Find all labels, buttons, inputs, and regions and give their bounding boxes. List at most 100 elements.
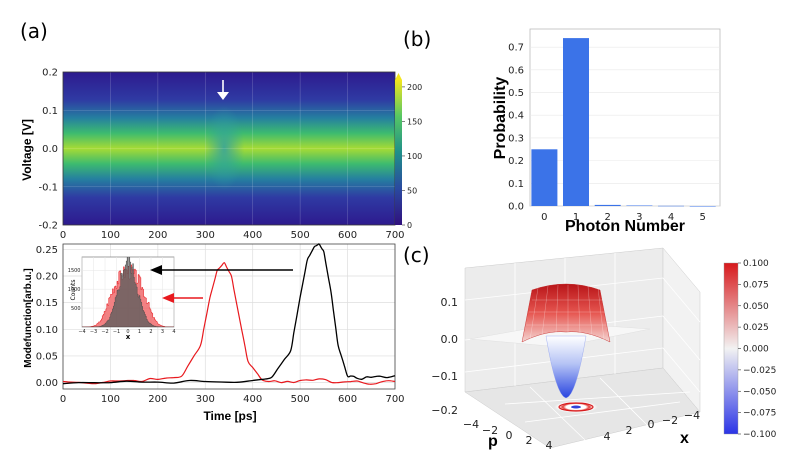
surface-p-tick: 4 xyxy=(546,439,553,452)
line-x-tick: 0 xyxy=(60,394,66,405)
floor-projection-inner xyxy=(558,402,594,412)
surface-colorbar xyxy=(723,262,739,435)
heatmap-y-tick: -0.1 xyxy=(38,182,58,193)
bwr-tick-label: 0.000 xyxy=(743,345,769,355)
bwr-tick-label: 0.025 xyxy=(743,323,769,333)
surface-x-label: x xyxy=(680,430,689,447)
line-ylabel: Modefunction[arb.u.] xyxy=(23,268,34,367)
line-y-tick: 0.15 xyxy=(36,298,58,309)
heatmap-x-tick: 600 xyxy=(338,230,357,241)
surface-x-ticks: 4 2 0 −2 −4 xyxy=(604,409,701,443)
line-y-tick: 0.20 xyxy=(36,271,58,282)
inset-x-tick: −4 xyxy=(78,329,85,335)
heatmap-y-tick: 0.1 xyxy=(42,106,58,117)
colorbar-extend-triangle xyxy=(395,73,402,80)
surface-negative-dip xyxy=(545,335,587,399)
heatmap-x-tick: 200 xyxy=(148,230,167,241)
colorbar-tick-label: 150 xyxy=(407,117,422,126)
line-y-tick: 0.00 xyxy=(36,378,58,389)
panel-label-c: (c) xyxy=(403,243,430,267)
heatmap-x-tick: 700 xyxy=(385,230,404,241)
heatmap-pulse-region xyxy=(204,106,245,190)
bar-y-tick: 0.1 xyxy=(508,179,524,190)
mode-function-panel: 0.25 0.20 0.15 0.10 0.05 0.00 0 100 200 300 400 50… xyxy=(23,243,405,423)
bwr-tick-label: 0.050 xyxy=(743,302,769,312)
bar-y-tick: 0.7 xyxy=(508,43,524,54)
inset-x-tick: −2 xyxy=(101,329,108,335)
surface-p-tick: 0 xyxy=(506,429,513,442)
bwr-tick-label: −0.075 xyxy=(743,409,776,419)
inset-x-tick: −1 xyxy=(113,329,120,335)
colorbar-tick-label: 0 xyxy=(407,221,412,230)
surface-x-tick: −4 xyxy=(684,409,700,422)
bar-y-tick: 0.4 xyxy=(508,111,524,122)
bar-0 xyxy=(531,149,558,206)
surface-p-ticks: −4 −2 0 2 4 xyxy=(463,418,553,452)
surface-positive-ring xyxy=(521,283,611,343)
colorbar-tick-label: 200 xyxy=(407,83,422,92)
bwr-tick-label: 0.075 xyxy=(743,280,769,290)
surface-p-tick: 2 xyxy=(526,434,533,447)
inset-ylabel: Counts xyxy=(70,280,77,301)
heatmap-x-tick: 500 xyxy=(291,230,310,241)
line-y-tick: 0.25 xyxy=(36,245,58,256)
bar-y-tick: 0.2 xyxy=(508,156,524,167)
heatmap-x-tick: 0 xyxy=(60,230,66,241)
bar-y-ticks: 0.7 0.6 0.5 0.4 0.3 0.2 0.1 0.0 xyxy=(508,43,524,213)
red-arrow xyxy=(162,293,203,303)
line-x-tick: 200 xyxy=(148,394,167,405)
black-arrow xyxy=(150,265,293,275)
wigner-surface-panel: 0.10.0−0.1−0.2 −4 −2 0 2 4 4 2 0 −2 −4 p x 0.100… xyxy=(431,247,777,452)
bar-x-tick: 1 xyxy=(573,212,579,223)
floor-projection-center xyxy=(571,405,581,409)
inset-x-tick: 4 xyxy=(172,329,175,335)
inset-xlabel: x xyxy=(126,333,131,341)
inset-y-ticks: 1500 1000 500 xyxy=(68,268,81,312)
inset-hist-grey xyxy=(82,257,174,327)
bar-x-tick: 2 xyxy=(604,212,610,223)
surface-z-tick: −0.2 xyxy=(431,404,458,417)
bar-x-tick: 0 xyxy=(541,212,547,223)
heatmap-y-tick: 0.0 xyxy=(42,144,58,155)
surface-z-tick: −0.1 xyxy=(431,370,458,383)
surface-p-tick: −2 xyxy=(482,424,498,437)
bar-y-tick: 0.0 xyxy=(508,202,524,213)
heatmap-y-ticks: 0.2 0.1 0.0 -0.1 -0.2 xyxy=(38,68,58,232)
line-x-tick: 600 xyxy=(338,394,357,405)
bar-x-ticks: 0 1 2 3 4 5 xyxy=(541,212,706,223)
inset-x-tick: 0 xyxy=(126,329,129,335)
panel-label-b: (b) xyxy=(403,27,431,51)
bar-ylabel: Probability xyxy=(492,77,509,160)
line-x-tick: 100 xyxy=(101,394,120,405)
bar-3 xyxy=(626,205,653,206)
bar-2 xyxy=(594,204,621,206)
panel-label-a: (a) xyxy=(20,19,48,43)
bwr-tick-label: −0.100 xyxy=(743,430,777,440)
inset-x-ticks: −4 −3 −2 −1 0 1 2 3 4 xyxy=(78,329,175,335)
heatmap-x-tick: 300 xyxy=(196,230,215,241)
bar-xlabel: Photon Number xyxy=(565,218,685,235)
bar-y-tick: 0.6 xyxy=(508,65,524,76)
bar-y-tick: 0.5 xyxy=(508,88,524,99)
surface-x-tick: −2 xyxy=(662,414,678,427)
line-frame xyxy=(62,243,396,390)
line-xlabel: Time [ps] xyxy=(203,409,256,423)
inset-x-tick: −3 xyxy=(90,329,97,335)
inset-x-tick: 2 xyxy=(149,329,152,335)
heatmap-y-tick: -0.2 xyxy=(38,221,58,232)
bar-frame xyxy=(529,28,721,207)
surface-x-tick: 2 xyxy=(626,424,633,437)
line-x-tick: 500 xyxy=(291,394,310,405)
surface-x-tick: 4 xyxy=(604,430,611,443)
series-black-line xyxy=(62,243,396,385)
colorbar-tick-label: 50 xyxy=(407,186,417,195)
heatmap-x-tick: 400 xyxy=(243,230,262,241)
surface-p-label: p xyxy=(488,433,498,450)
inset-y-tick: 1000 xyxy=(68,287,81,293)
line-y-tick: 0.05 xyxy=(36,351,58,362)
inset-x-tick: 1 xyxy=(138,329,141,335)
line-y-ticks: 0.25 0.20 0.15 0.10 0.05 0.00 xyxy=(36,245,58,389)
photon-number-panel: 0.7 0.6 0.5 0.4 0.3 0.2 0.1 0.0 0 1 2 3 4 5 Photon N… xyxy=(492,28,721,235)
bwr-tick-label: −0.025 xyxy=(743,366,776,376)
